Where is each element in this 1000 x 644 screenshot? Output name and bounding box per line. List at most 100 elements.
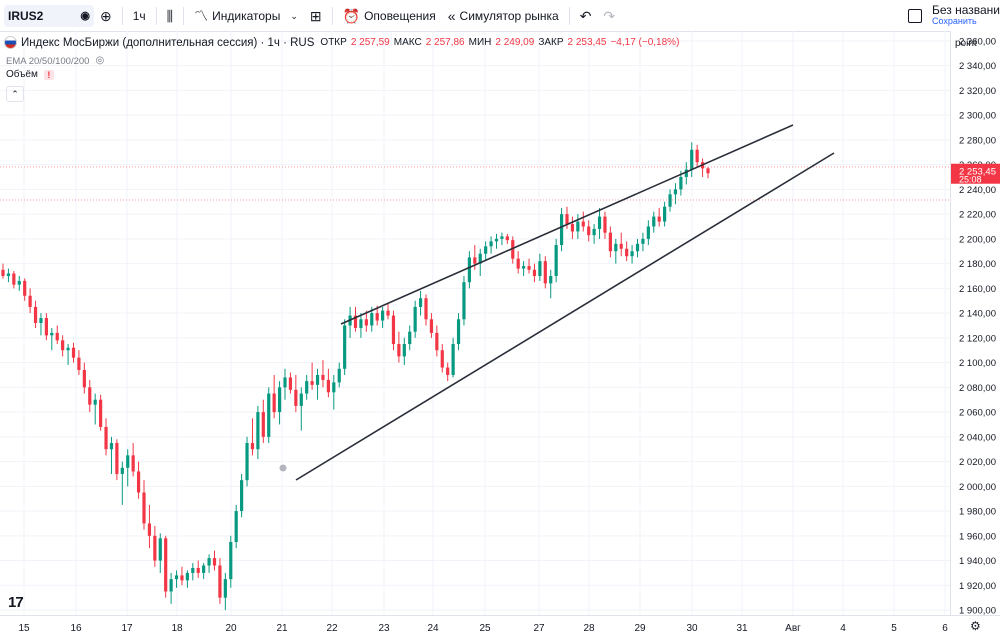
candle-body: [570, 224, 575, 232]
candle-body: [207, 558, 211, 566]
candle-body: [6, 273, 11, 276]
candle-body: [120, 467, 124, 474]
replay-label: Симулятор рынка: [459, 8, 559, 23]
candle-body: [305, 381, 309, 394]
candle-body: [23, 280, 27, 296]
candle-body: [353, 315, 358, 328]
candle-body: [375, 313, 379, 321]
price-tick-label: 2 240,00: [959, 185, 996, 196]
change-value: −4,17 (−0,18%): [610, 37, 680, 48]
price-tick-label: 2 220,00: [959, 210, 996, 221]
candle-body: [196, 567, 200, 573]
candle-body: [619, 243, 623, 249]
candle-body: [597, 216, 602, 229]
eye-crossed-icon[interactable]: ◎: [95, 55, 105, 66]
candle-body: [136, 471, 141, 493]
event-marker[interactable]: [278, 463, 288, 473]
alarm-clock-icon: ⏰: [342, 7, 361, 24]
price-tick-label: 2 100,00: [959, 358, 996, 369]
candle-body: [212, 558, 217, 566]
candle-body: [478, 253, 482, 264]
candle-body: [435, 332, 439, 351]
time-tick-label: 5: [891, 623, 897, 634]
candle-body: [332, 382, 336, 393]
candle-body: [164, 538, 168, 592]
candle-body: [288, 377, 293, 390]
warning-icon[interactable]: !: [43, 69, 54, 80]
wedge-lower-trendline[interactable]: [295, 152, 835, 481]
candle-body: [88, 387, 92, 405]
volume-legend[interactable]: Объём !: [6, 69, 54, 80]
price-tick-label: 1 920,00: [959, 581, 996, 592]
candle-body: [240, 480, 244, 512]
candle-body: [174, 575, 179, 580]
candle-body: [39, 318, 43, 323]
candle-body: [494, 238, 499, 242]
candles-layer: [1, 142, 710, 611]
candle-body: [543, 261, 547, 284]
candle-body: [505, 236, 509, 241]
candle-body: [527, 266, 531, 270]
ema-legend[interactable]: EMA 20/50/100/200 ◎: [6, 54, 104, 68]
tradingview-logo[interactable]: 17: [8, 594, 24, 611]
candle-body: [418, 298, 423, 307]
save-button[interactable]: Без названи Сохранить: [931, 2, 1000, 27]
wedge-upper-trendline[interactable]: [340, 124, 794, 325]
layout-checkbox[interactable]: [907, 8, 922, 23]
settings-gear-icon[interactable]: ⚙: [970, 619, 981, 633]
alerts-button[interactable]: ⏰ Оповещения: [337, 4, 442, 28]
candle-body: [641, 238, 645, 244]
symbol-text: IRUS2: [8, 8, 44, 23]
price-tick-label: 1 980,00: [959, 507, 996, 518]
candle-body: [359, 319, 363, 328]
price-chart[interactable]: [0, 31, 950, 615]
candle-body: [99, 399, 103, 427]
candle-body: [218, 565, 222, 598]
price-tick-label: 1 960,00: [959, 531, 996, 542]
candle-body: [587, 226, 591, 236]
candle-body: [402, 344, 406, 357]
divider: [331, 6, 333, 25]
candle-body: [522, 266, 526, 269]
replay-button[interactable]: « Симулятор рынка: [442, 4, 565, 28]
candle-body: [657, 216, 661, 222]
redo-button[interactable]: ↷: [597, 4, 621, 28]
layout-name: Без названи: [931, 2, 1000, 17]
candle-body: [229, 542, 233, 580]
candle-body: [625, 248, 629, 257]
candle-body: [668, 194, 672, 207]
collapse-legend-button[interactable]: ⌃: [6, 86, 24, 102]
undo-button[interactable]: ↶: [574, 4, 598, 28]
chart-type-button[interactable]: ⫼: [161, 4, 179, 28]
price-tick-label: 2 120,00: [959, 333, 996, 344]
candle-body: [77, 357, 81, 371]
time-axis[interactable]: 15 16 17 18 20 21 22 23 24 25 27 28 29 30 31 Авг 4 5 6: [0, 615, 1000, 639]
symbol-search[interactable]: IRUS2 ◉: [4, 4, 94, 27]
indicators-button[interactable]: 〽 Индикаторы ⌄: [188, 4, 304, 28]
candle-body: [532, 269, 537, 276]
candle-body: [608, 232, 612, 252]
candle-body: [603, 216, 607, 233]
candle-body: [93, 399, 97, 405]
time-tick-label: 27: [533, 623, 545, 634]
candle-body: [294, 389, 298, 406]
candle-body: [17, 280, 21, 285]
candle-body: [191, 567, 195, 573]
candle-body: [424, 298, 428, 320]
add-symbol-button[interactable]: ⊕: [94, 4, 118, 28]
volume-label: Объём: [6, 69, 38, 80]
interval-button[interactable]: 1ч: [127, 4, 152, 28]
price-tick-label: 2 280,00: [959, 135, 996, 146]
candle-body: [592, 228, 596, 236]
candle-body: [549, 275, 553, 284]
current-price-badge: [951, 163, 1000, 184]
candle-body: [386, 310, 390, 316]
candle-body: [1, 269, 5, 276]
price-tick-label: 2 180,00: [959, 259, 996, 270]
chart-legend: Индекс МосБиржи (дополнительная сессия) …: [4, 36, 679, 49]
layouts-button[interactable]: ⊞: [304, 4, 328, 28]
compare-eye-icon[interactable]: ◉: [80, 9, 90, 22]
candle-body: [429, 319, 434, 333]
candle-body: [142, 492, 146, 524]
price-scale[interactable]: 2 360,00 2 340,00 2 320,00 2 300,00 2 280,00…: [950, 31, 1000, 617]
